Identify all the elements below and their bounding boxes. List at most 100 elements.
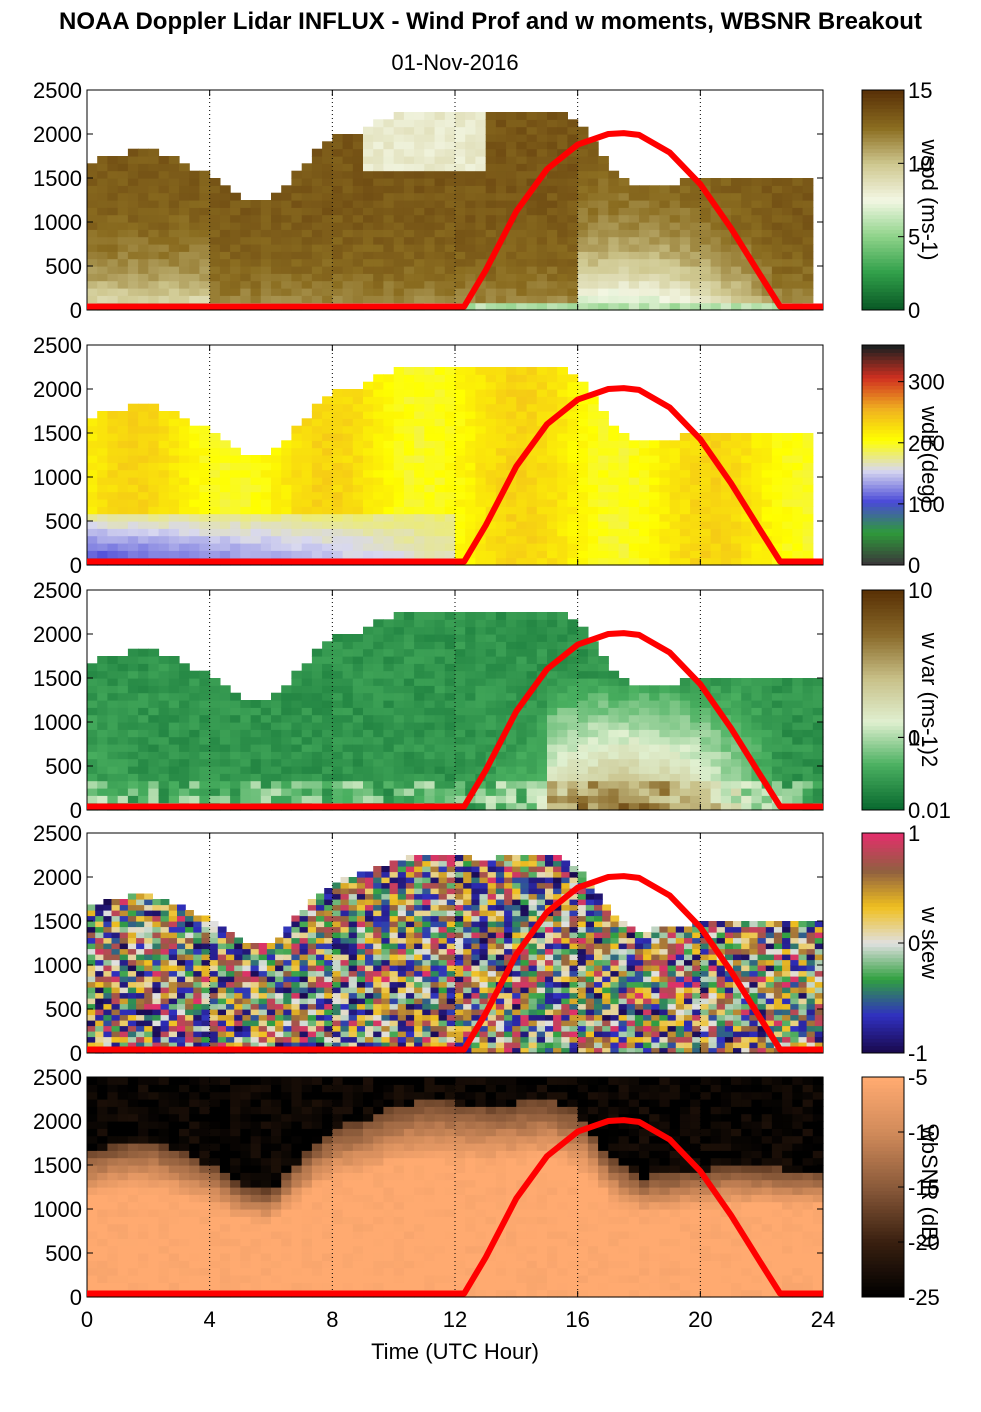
heatmap-cell <box>577 425 589 434</box>
heatmap-cell <box>281 744 292 752</box>
heatmap-cell <box>363 773 374 782</box>
heatmap-cell <box>516 612 528 620</box>
heatmap-cell <box>700 506 712 515</box>
heatmap-cell <box>577 707 589 716</box>
heatmap-cell <box>403 170 415 179</box>
heatmap-cell <box>444 374 456 383</box>
heatmap-cell <box>260 535 272 544</box>
heatmap-cell <box>414 258 425 267</box>
heatmap-cell <box>103 948 113 955</box>
heatmap-cell <box>342 455 354 463</box>
heatmap-cell <box>332 484 344 493</box>
heatmap-cell <box>127 766 139 774</box>
heatmap-cell <box>741 678 752 686</box>
heatmap-cell <box>557 506 568 515</box>
heatmap-cell <box>107 418 119 427</box>
heatmap-cell <box>761 506 773 515</box>
heatmap-cell <box>618 722 630 730</box>
heatmap-cell <box>444 141 456 150</box>
heatmap-cell <box>434 499 446 507</box>
heatmap-cell <box>608 744 620 752</box>
heatmap-cell <box>281 295 292 304</box>
heatmap-cell <box>536 802 548 811</box>
heatmap-cell <box>189 700 200 708</box>
heatmap-cell <box>363 469 374 478</box>
heatmap-cell <box>291 455 303 463</box>
heatmap-cell <box>87 185 98 194</box>
colorbar-segment <box>862 659 904 664</box>
heatmap-cell <box>444 236 456 245</box>
heatmap-cell <box>373 670 384 679</box>
heatmap-cell <box>455 477 466 485</box>
heatmap-cell <box>741 433 752 441</box>
heatmap-cell <box>97 670 108 679</box>
heatmap-cell <box>444 273 456 282</box>
heatmap-cell <box>383 528 395 537</box>
heatmap-cell <box>792 506 804 515</box>
heatmap-cell <box>363 766 374 774</box>
heatmap-cell <box>475 736 487 745</box>
heatmap-cell <box>414 729 425 738</box>
heatmap-cell <box>199 729 211 738</box>
heatmap-cell <box>802 722 814 730</box>
heatmap-cell <box>495 484 507 493</box>
heatmap-cell <box>97 663 108 672</box>
heatmap-cell <box>148 462 160 471</box>
heatmap-cell <box>444 670 456 679</box>
heatmap-cell <box>117 736 129 745</box>
heatmap-cell <box>628 550 640 559</box>
heatmap-cell <box>618 469 630 478</box>
heatmap-cell <box>598 200 609 208</box>
heatmap-cell <box>271 251 282 260</box>
heatmap-cell <box>516 367 528 375</box>
heatmap-cell <box>373 207 384 216</box>
heatmap-cell <box>199 543 211 551</box>
heatmap-cell <box>148 678 160 686</box>
colorbar-segment <box>862 367 904 372</box>
heatmap-cell <box>455 722 466 730</box>
heatmap-cell <box>301 714 313 723</box>
heatmap-cell <box>455 758 466 767</box>
heatmap-cell <box>179 685 190 694</box>
heatmap-cell <box>117 170 129 179</box>
heatmap-cell <box>485 396 497 405</box>
heatmap-cell <box>587 685 599 694</box>
heatmap-cell <box>97 288 108 296</box>
heatmap-cell <box>536 634 548 642</box>
heatmap-cell <box>383 744 395 752</box>
heatmap-cell <box>87 163 98 172</box>
heatmap-cell <box>608 447 620 456</box>
heatmap-cell <box>557 663 568 672</box>
heatmap-cell <box>383 396 395 405</box>
heatmap-cell <box>465 685 476 694</box>
heatmap-cell <box>424 634 436 642</box>
heatmap-cell <box>547 491 558 500</box>
heatmap-cell <box>148 207 160 216</box>
heatmap-cell <box>731 302 742 311</box>
heatmap-cell <box>598 795 609 804</box>
heatmap-cell <box>690 499 701 507</box>
heatmap-cell <box>209 543 221 551</box>
heatmap-cell <box>485 185 497 194</box>
heatmap-cell <box>547 751 558 760</box>
heatmap-cell <box>342 766 354 774</box>
heatmap-cell <box>465 418 476 427</box>
heatmap-cell <box>414 462 425 471</box>
heatmap-cell <box>506 302 517 311</box>
heatmap-cell <box>782 440 793 449</box>
y-tick-label: 2500 <box>33 578 82 603</box>
heatmap-cell <box>127 506 139 515</box>
heatmap-cell <box>291 506 303 515</box>
heatmap-cell <box>414 773 425 782</box>
heatmap-cell <box>455 200 466 208</box>
heatmap-cell <box>475 758 487 767</box>
heatmap-cell <box>495 170 507 179</box>
heatmap-cell <box>465 626 476 635</box>
heatmap-cell <box>250 700 262 708</box>
heatmap-cell <box>271 744 282 752</box>
heatmap-cell <box>373 506 384 515</box>
heatmap-cell <box>669 244 681 252</box>
heatmap-cell <box>281 244 292 252</box>
heatmap-cell <box>495 535 507 544</box>
heatmap-cell <box>179 670 190 679</box>
